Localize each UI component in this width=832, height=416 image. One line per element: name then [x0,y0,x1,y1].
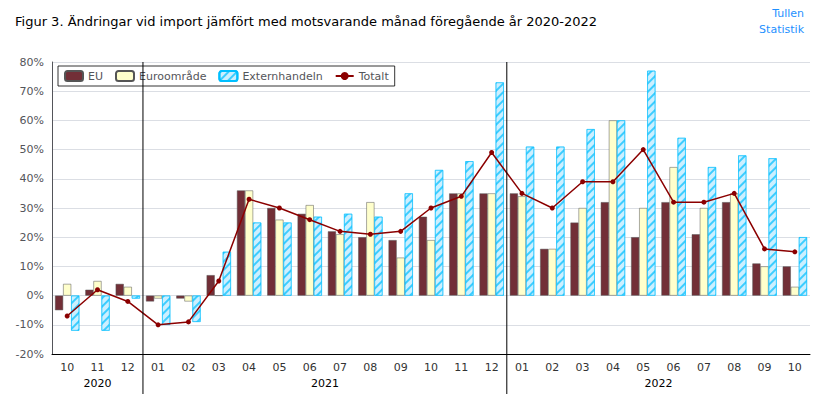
svg-text:11: 11 [90,361,104,374]
svg-text:2021: 2021 [311,377,339,390]
svg-text:01: 01 [515,361,529,374]
svg-text:10: 10 [60,361,74,374]
svg-text:Tullen: Tullen [771,7,804,20]
svg-text:80%: 80% [20,56,44,69]
svg-text:04: 04 [242,361,256,374]
svg-text:30%: 30% [20,202,44,215]
svg-text:02: 02 [545,361,559,374]
svg-text:10: 10 [788,361,802,374]
svg-text:EU: EU [88,70,103,83]
svg-text:12: 12 [121,361,135,374]
svg-text:20%: 20% [20,231,44,244]
svg-text:12: 12 [485,361,499,374]
svg-text:2020: 2020 [83,377,111,390]
svg-text:03: 03 [576,361,590,374]
svg-text:11: 11 [454,361,468,374]
svg-text:09: 09 [394,361,408,374]
svg-text:2022: 2022 [644,377,672,390]
svg-text:40%: 40% [20,172,44,185]
svg-text:60%: 60% [20,114,44,127]
svg-text:50%: 50% [20,143,44,156]
svg-text:06: 06 [303,361,317,374]
svg-text:01: 01 [151,361,165,374]
svg-text:05: 05 [636,361,650,374]
svg-text:07: 07 [697,361,711,374]
svg-text:09: 09 [758,361,772,374]
svg-text:Totalt: Totalt [358,70,390,83]
svg-text:07: 07 [333,361,347,374]
svg-text:-20%: -20% [16,348,44,361]
svg-text:10: 10 [424,361,438,374]
svg-text:Externhandeln: Externhandeln [242,70,322,83]
svg-text:08: 08 [363,361,377,374]
svg-text:10%: 10% [20,260,44,273]
svg-text:03: 03 [212,361,226,374]
svg-text:06: 06 [667,361,681,374]
svg-text:-10%: -10% [16,318,44,331]
svg-text:Euroområde: Euroområde [139,70,207,83]
svg-text:Statistik: Statistik [759,23,805,36]
svg-text:70%: 70% [20,85,44,98]
svg-text:04: 04 [606,361,620,374]
svg-text:0%: 0% [27,289,44,302]
svg-text:Figur 3. Ändringar vid import: Figur 3. Ändringar vid import jämfört me… [15,14,597,29]
svg-text:02: 02 [181,361,195,374]
svg-text:05: 05 [272,361,286,374]
svg-text:08: 08 [727,361,741,374]
